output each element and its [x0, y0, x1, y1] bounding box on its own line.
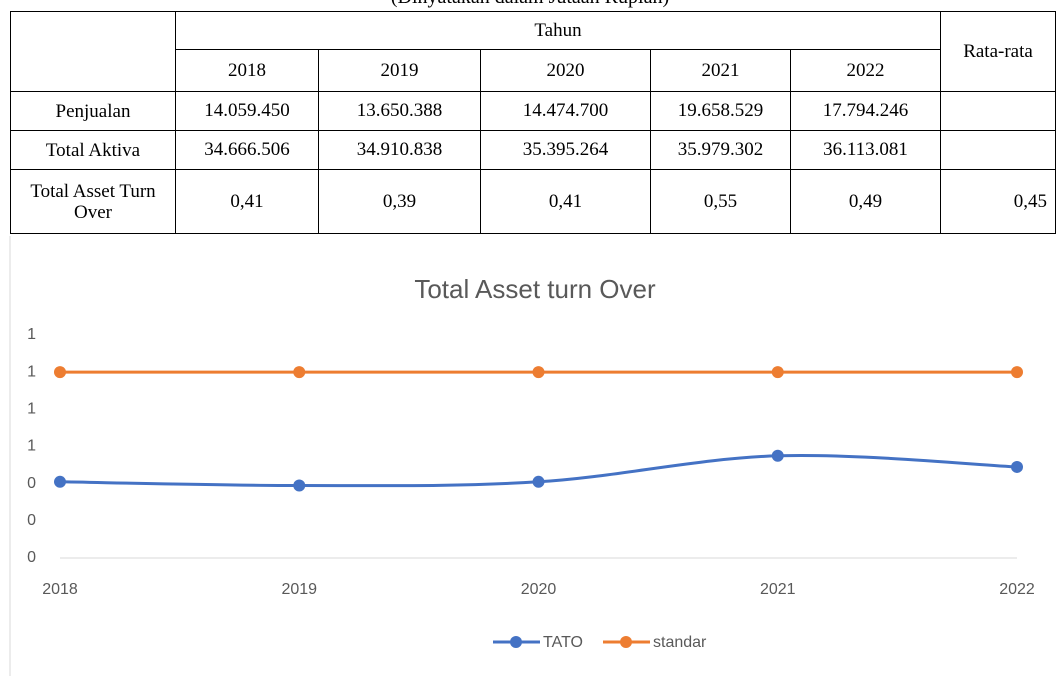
x-tick-label: 2022	[999, 581, 1035, 598]
x-tick-label: 2019	[281, 581, 317, 598]
legend-label: standar	[653, 634, 707, 651]
table-cell: 0,55	[650, 169, 791, 234]
table-cell: Rata-rata	[940, 11, 1056, 92]
table-cell: 2021	[650, 49, 791, 92]
chart-title: Total Asset turn Over	[414, 274, 656, 304]
data-point	[532, 366, 545, 379]
legend-marker	[510, 636, 522, 648]
data-table: Tahun Rata-rata 2018 2019 2020 2021 2022 Penjua…	[10, 11, 1056, 234]
y-tick-label: 1	[27, 363, 36, 380]
table-cell: 19.658.529	[650, 91, 791, 131]
table-cell	[940, 130, 1056, 170]
table-cell: 0,45	[940, 169, 1056, 234]
table-cell: 17.794.246	[790, 91, 941, 131]
table-cell: 2022	[790, 49, 941, 92]
table-cell: 2020	[480, 49, 651, 92]
data-point	[1011, 460, 1023, 473]
table-cell: 0,39	[318, 169, 481, 234]
y-tick-label: 1	[27, 326, 36, 343]
table-cell: 0,41	[480, 169, 651, 234]
legend-label: TATO	[543, 634, 583, 651]
table-row: Tahun Rata-rata	[10, 11, 1056, 92]
y-tick-label: 0	[27, 549, 36, 566]
table-row: 2018 2019 2020 2021 2022	[11, 49, 1056, 92]
x-tick-label: 2018	[42, 581, 78, 598]
legend-marker	[620, 636, 632, 648]
table-row: Total Aktiva 34.666.506 34.910.838 35.395.2…	[10, 130, 1056, 170]
table-cell: 0,49	[790, 169, 941, 234]
table-cell: 14.474.700	[480, 91, 651, 131]
data-point	[54, 366, 66, 379]
y-tick-label: 0	[27, 475, 36, 492]
y-tick-label: 1	[27, 438, 36, 455]
data-point	[293, 479, 306, 492]
data-point	[54, 475, 66, 488]
table-cell: 14.059.450	[175, 91, 319, 131]
data-point	[293, 366, 306, 379]
data-point	[771, 449, 784, 462]
table-row: Total Asset Turn Over 0,41 0,39 0,41 0,55 0,4…	[10, 169, 1056, 234]
data-point	[1011, 366, 1023, 379]
y-tick-label: 0	[27, 512, 36, 529]
caption: (Dinyatakan dalam Jutaan Rupiah)	[0, 0, 1060, 9]
table-cell: Total Aktiva	[10, 130, 176, 170]
y-tick-label: 1	[27, 401, 36, 418]
table-cell: 2019	[318, 49, 481, 92]
data-point	[771, 366, 784, 379]
table-cell: 34.910.838	[318, 130, 481, 170]
x-tick-label: 2021	[760, 581, 796, 598]
data-point	[532, 475, 545, 488]
table-cell: 34.666.506	[175, 130, 319, 170]
table-cell: 36.113.081	[790, 130, 941, 170]
x-tick-label: 2020	[521, 581, 557, 598]
table-cell: Total Asset Turn Over	[10, 169, 176, 234]
table-cell: 0,41	[175, 169, 319, 234]
table-cell: 35.395.264	[480, 130, 651, 170]
